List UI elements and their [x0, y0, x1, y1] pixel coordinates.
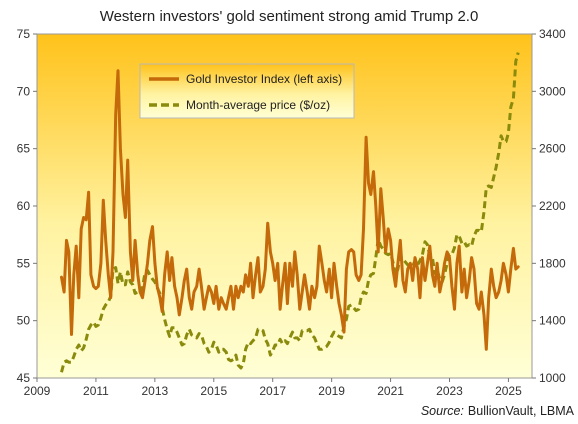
right-tick-label: 1400: [539, 314, 566, 328]
x-tick-label: 2025: [495, 384, 522, 398]
series-layer: [60, 52, 520, 373]
x-tick-label: 2011: [83, 384, 109, 398]
source-note: Source: BullionVault, LBMA: [421, 404, 575, 418]
source-text: BullionVault, LBMA: [468, 404, 575, 418]
x-tick-label: 2015: [200, 384, 227, 398]
right-tick-label: 1800: [539, 256, 566, 270]
series-line-gold-investor-index: [60, 69, 520, 351]
left-tick-label: 65: [17, 142, 31, 156]
left-tick-label: 70: [17, 84, 31, 98]
right-tick-label: 2200: [539, 199, 566, 213]
source-label: Source:: [421, 404, 464, 418]
legend-label-month-average-price: Month-average price ($/oz): [186, 98, 330, 112]
left-tick-label: 50: [17, 314, 31, 328]
right-tick-label: 3400: [539, 27, 566, 41]
legend-box: [139, 63, 355, 119]
right-tick-label: 3000: [539, 84, 566, 98]
right-tick-label: 2600: [539, 142, 566, 156]
left-axis: 45 50 55 60 65 70 75: [17, 27, 37, 385]
left-tick-label: 60: [17, 199, 31, 213]
legend-label-gold-investor-index: Gold Investor Index (left axis): [186, 72, 342, 86]
right-axis: 1000 1400 1800 2200 2600 3000 3400: [532, 27, 566, 385]
left-tick-label: 75: [17, 27, 31, 41]
x-axis: 2009 2011 2013 2015 2017 2019 2021 2023 2025: [24, 378, 522, 398]
x-tick-label: 2017: [259, 384, 286, 398]
legend: Gold Investor Index (left axis) Month-av…: [139, 63, 355, 119]
x-tick-label: 2023: [436, 384, 463, 398]
left-tick-label: 45: [17, 371, 31, 385]
x-tick-label: 2013: [142, 384, 169, 398]
chart-title: Western investors' gold sentiment strong…: [100, 8, 479, 25]
x-tick-label: 2019: [318, 384, 345, 398]
x-tick-label: 2009: [24, 384, 51, 398]
left-tick-label: 55: [17, 256, 31, 270]
right-tick-label: 1000: [539, 371, 566, 385]
x-tick-label: 2021: [377, 384, 404, 398]
